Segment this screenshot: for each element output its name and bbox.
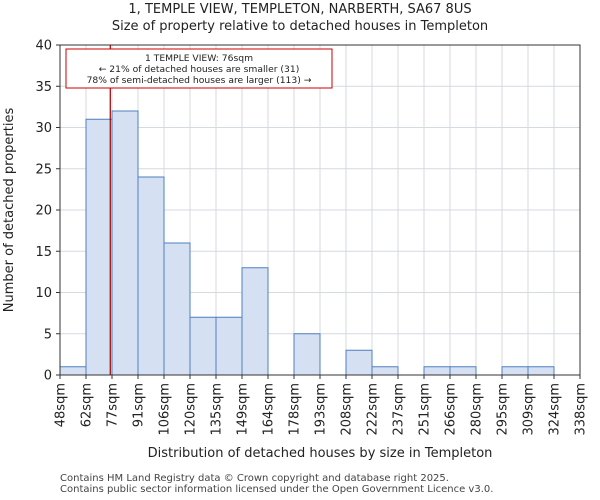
- y-tick-label: 15: [35, 245, 52, 260]
- y-tick-label: 30: [35, 121, 52, 136]
- y-tick-label: 25: [35, 162, 52, 177]
- annotation-line: ← 21% of detached houses are smaller (31…: [99, 64, 300, 75]
- y-tick-label: 40: [35, 39, 52, 54]
- bar: [371, 366, 399, 376]
- x-tick-label: 208sqm: [340, 383, 355, 436]
- x-tick-label: 251sqm: [418, 383, 433, 436]
- bar: [527, 366, 555, 376]
- footer-line-1: Contains HM Land Registry data © Crown c…: [60, 473, 449, 484]
- y-tick-label: 10: [35, 286, 52, 301]
- bar: [293, 333, 321, 376]
- x-tick-label: 295sqm: [496, 383, 511, 436]
- chart-subtitle: Size of property relative to detached ho…: [111, 19, 489, 34]
- bar: [111, 110, 139, 376]
- x-tick-label: 48sqm: [54, 383, 69, 427]
- y-axis-label: Number of detached properties: [2, 108, 17, 313]
- x-tick-label: 149sqm: [236, 383, 251, 436]
- bar: [501, 366, 529, 376]
- x-tick-label: 62sqm: [80, 383, 95, 427]
- chart-title: 1, TEMPLE VIEW, TEMPLETON, NARBERTH, SA6…: [128, 2, 472, 17]
- annotation-line: 78% of semi-detached houses are larger (…: [87, 75, 312, 86]
- y-tick-label: 5: [44, 327, 52, 342]
- bar: [163, 242, 191, 376]
- x-tick-label: 338sqm: [574, 383, 589, 436]
- x-tick-label: 237sqm: [392, 383, 407, 436]
- x-tick-label: 266sqm: [444, 383, 459, 436]
- x-tick-label: 106sqm: [158, 383, 173, 436]
- x-tick-label: 222sqm: [366, 383, 381, 436]
- bar: [215, 316, 243, 376]
- x-tick-label: 309sqm: [522, 383, 537, 436]
- footer-line-2: Contains public sector information licen…: [60, 484, 494, 495]
- x-tick-label: 135sqm: [210, 383, 225, 436]
- y-tick-label: 0: [44, 369, 52, 384]
- x-tick-label: 324sqm: [548, 383, 563, 436]
- annotation-box: [65, 48, 333, 89]
- bar: [59, 366, 87, 376]
- bar: [449, 366, 477, 376]
- bar: [189, 316, 217, 376]
- x-tick-label: 178sqm: [288, 383, 303, 436]
- x-tick-label: 77sqm: [106, 383, 121, 427]
- x-tick-label: 120sqm: [184, 383, 199, 436]
- bar: [345, 349, 373, 376]
- x-axis-label: Distribution of detached houses by size …: [148, 446, 493, 461]
- x-tick-label: 164sqm: [262, 383, 277, 436]
- y-tick-label: 20: [35, 204, 52, 219]
- x-tick-label: 280sqm: [470, 383, 485, 436]
- bar: [85, 118, 113, 376]
- x-tick-label: 91sqm: [132, 383, 147, 427]
- annotation-line: 1 TEMPLE VIEW: 76sqm: [145, 53, 253, 64]
- bar: [241, 267, 269, 376]
- bar: [423, 366, 451, 376]
- y-tick-label: 35: [35, 80, 52, 95]
- bar: [137, 176, 165, 376]
- x-tick-label: 193sqm: [314, 383, 329, 436]
